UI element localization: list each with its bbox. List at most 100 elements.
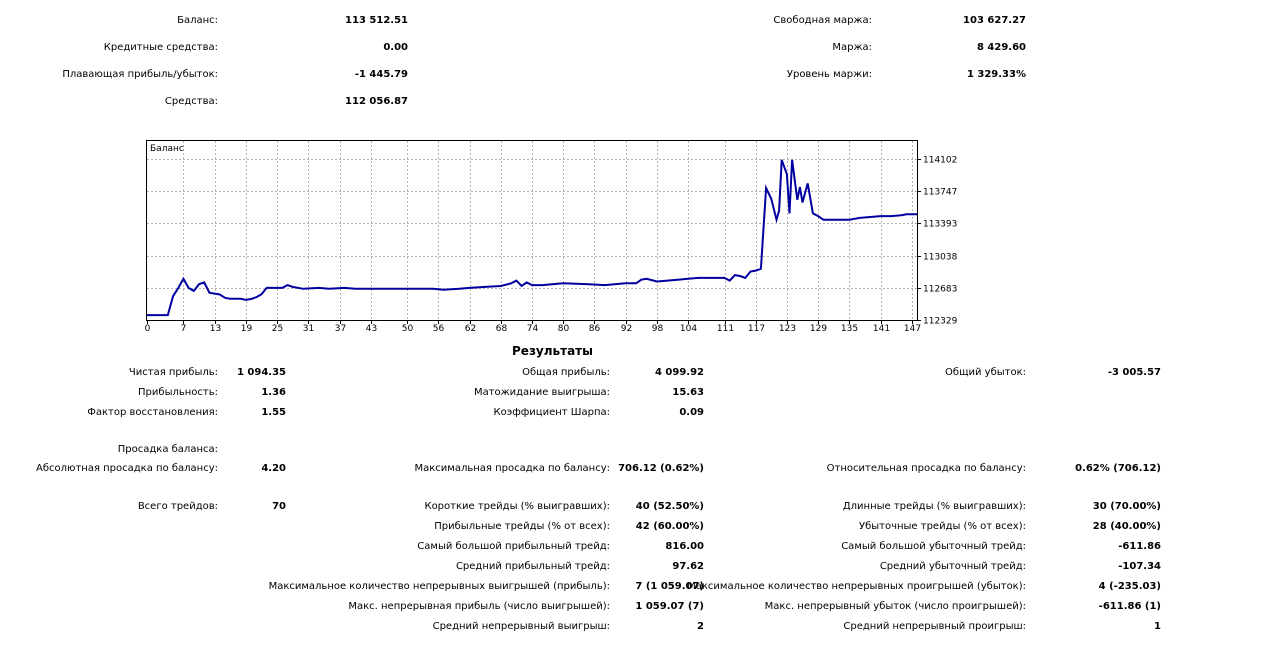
avg-cons-wins-value: 2 bbox=[697, 621, 704, 632]
x-tick-label: 74 bbox=[527, 324, 539, 334]
y-tick-label: 113038 bbox=[923, 253, 958, 263]
x-tick-label: 92 bbox=[621, 324, 632, 334]
max-cons-wins-label: Максимальное количество непрерывных выиг… bbox=[268, 581, 610, 592]
y-tick-label: 114102 bbox=[923, 156, 957, 166]
results-title: Результаты bbox=[512, 344, 593, 358]
x-tick-label: 43 bbox=[366, 324, 377, 334]
x-axis: 0 7 13 19 25 31 37 43 50 56 62 68 74 80 86 92 98 104 111 11… bbox=[145, 320, 921, 334]
recovery-factor-value: 1.55 bbox=[261, 407, 286, 418]
max-drawdown-value: 706.12 (0.62%) bbox=[618, 463, 704, 474]
x-tick-label: 31 bbox=[303, 324, 314, 334]
equity-label: Средства: bbox=[164, 96, 218, 107]
x-tick-label: 50 bbox=[402, 324, 414, 334]
max-cons-loss-label: Макс. непрерывный убыток (число проигрыш… bbox=[764, 601, 1026, 612]
profit-factor-label: Прибыльность: bbox=[138, 387, 218, 398]
x-tick-label: 56 bbox=[433, 324, 445, 334]
credit-label: Кредитные средства: bbox=[103, 42, 218, 53]
avg-profit-label: Средний прибыльный трейд: bbox=[455, 561, 610, 572]
y-axis: 114102 113747 113393 113038 112683 112329 bbox=[917, 156, 958, 327]
loss-trades-value: 28 (40.00%) bbox=[1092, 521, 1161, 532]
sharpe-value: 0.09 bbox=[679, 407, 704, 418]
loss-trades-label: Убыточные трейды (% от всех): bbox=[858, 521, 1026, 532]
x-tick-label: 13 bbox=[210, 324, 221, 334]
gross-profit-value: 4 099.92 bbox=[654, 367, 704, 378]
free-margin-value: 103 627.27 bbox=[963, 15, 1026, 26]
max-cons-loss-value: -611.86 (1) bbox=[1098, 601, 1161, 612]
floating-pl-value: -1 445.79 bbox=[354, 69, 408, 80]
margin-level-label: Уровень маржи: bbox=[786, 69, 872, 80]
x-tick-label: 0 bbox=[145, 324, 151, 334]
x-tick-label: 141 bbox=[873, 324, 890, 334]
x-tick-label: 25 bbox=[272, 324, 283, 334]
profit-factor-value: 1.36 bbox=[261, 387, 286, 398]
rel-drawdown-value: 0.62% (706.12) bbox=[1075, 463, 1161, 474]
largest-loss-value: -611.86 bbox=[1118, 541, 1161, 552]
x-tick-label: 147 bbox=[904, 324, 921, 334]
balance-value: 113 512.51 bbox=[345, 15, 408, 26]
equity-value: 112 056.87 bbox=[345, 96, 408, 107]
long-trades-value: 30 (70.00%) bbox=[1092, 501, 1161, 512]
max-cons-profit-value: 1 059.07 (7) bbox=[635, 601, 704, 612]
y-tick-label: 113393 bbox=[923, 220, 957, 230]
x-tick-label: 68 bbox=[496, 324, 508, 334]
max-cons-losses-label: Максимальное количество непрерывных прои… bbox=[687, 581, 1026, 592]
chart-grid-vertical bbox=[183, 141, 913, 320]
short-trades-label: Короткие трейды (% выигравших): bbox=[424, 501, 610, 512]
avg-cons-losses-value: 1 bbox=[1154, 621, 1161, 632]
x-tick-label: 104 bbox=[680, 324, 697, 334]
abs-drawdown-value: 4.20 bbox=[261, 463, 286, 474]
x-tick-label: 123 bbox=[779, 324, 796, 334]
net-profit-value: 1 094.35 bbox=[236, 367, 286, 378]
chart-title: Баланс bbox=[150, 144, 184, 154]
largest-profit-value: 816.00 bbox=[665, 541, 704, 552]
balance-chart: Баланс 0 7 13 19 25 31 37 43 50 56 62 68 74 80 86 92 98 1… bbox=[145, 140, 958, 334]
long-trades-label: Длинные трейды (% выигравших): bbox=[842, 501, 1026, 512]
balance-label: Баланс: bbox=[177, 15, 218, 26]
expected-payoff-label: Матожидание выигрыша: bbox=[473, 387, 610, 398]
profit-trades-label: Прибыльные трейды (% от всех): bbox=[434, 521, 610, 532]
avg-cons-wins-label: Средний непрерывный выигрыш: bbox=[432, 621, 610, 632]
x-tick-label: 86 bbox=[589, 324, 601, 334]
x-tick-label: 98 bbox=[652, 324, 664, 334]
total-trades-value: 70 bbox=[272, 501, 286, 512]
free-margin-label: Свободная маржа: bbox=[773, 15, 872, 26]
x-tick-label: 129 bbox=[810, 324, 827, 334]
floating-pl-label: Плавающая прибыль/убыток: bbox=[62, 69, 218, 80]
credit-value: 0.00 bbox=[383, 42, 408, 53]
recovery-factor-label: Фактор восстановления: bbox=[87, 407, 218, 418]
gross-loss-label: Общий убыток: bbox=[945, 367, 1026, 378]
avg-profit-value: 97.62 bbox=[672, 561, 704, 572]
x-tick-label: 19 bbox=[241, 324, 253, 334]
max-cons-wins-value: 7 (1 059.07) bbox=[635, 581, 704, 592]
largest-loss-label: Самый большой убыточный трейд: bbox=[841, 541, 1026, 552]
avg-cons-losses-label: Средний непрерывный проигрыш: bbox=[843, 621, 1026, 632]
margin-label: Маржа: bbox=[832, 42, 872, 53]
avg-loss-value: -107.34 bbox=[1118, 561, 1161, 572]
margin-level-value: 1 329.33% bbox=[966, 69, 1026, 80]
max-cons-losses-value: 4 (-235.03) bbox=[1098, 581, 1161, 592]
x-tick-label: 80 bbox=[558, 324, 570, 334]
profit-trades-value: 42 (60.00%) bbox=[635, 521, 704, 532]
expected-payoff-value: 15.63 bbox=[672, 387, 704, 398]
avg-loss-label: Средний убыточный трейд: bbox=[879, 561, 1026, 572]
rel-drawdown-label: Относительная просадка по балансу: bbox=[826, 463, 1026, 474]
balance-series-line bbox=[147, 159, 917, 317]
sharpe-label: Коэффициент Шарпа: bbox=[493, 407, 610, 418]
max-cons-profit-label: Макс. непрерывная прибыль (число выигрыш… bbox=[348, 601, 610, 612]
drawdown-header: Просадка баланса: bbox=[117, 444, 218, 455]
x-tick-label: 62 bbox=[465, 324, 476, 334]
abs-drawdown-label: Абсолютная просадка по балансу: bbox=[36, 463, 218, 474]
x-tick-label: 7 bbox=[181, 324, 187, 334]
gross-profit-label: Общая прибыль: bbox=[522, 367, 610, 378]
y-tick-label: 113747 bbox=[923, 188, 957, 198]
x-tick-label: 117 bbox=[748, 324, 765, 334]
largest-profit-label: Самый большой прибыльный трейд: bbox=[417, 541, 610, 552]
y-tick-label: 112329 bbox=[923, 317, 958, 327]
net-profit-label: Чистая прибыль: bbox=[128, 367, 218, 378]
x-tick-label: 111 bbox=[717, 324, 734, 334]
margin-value: 8 429.60 bbox=[976, 42, 1026, 53]
max-drawdown-label: Максимальная просадка по балансу: bbox=[414, 463, 610, 474]
y-tick-label: 112683 bbox=[923, 285, 957, 295]
gross-loss-value: -3 005.57 bbox=[1107, 367, 1161, 378]
total-trades-label: Всего трейдов: bbox=[137, 501, 218, 512]
